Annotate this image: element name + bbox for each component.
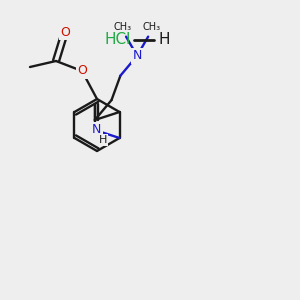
- Text: CH₃: CH₃: [114, 22, 132, 32]
- Text: CH₃: CH₃: [142, 22, 160, 32]
- Text: O: O: [77, 64, 87, 77]
- Text: O: O: [60, 26, 70, 38]
- Text: H: H: [99, 135, 107, 145]
- Text: N: N: [92, 124, 101, 136]
- Text: H: H: [158, 32, 170, 47]
- Text: HCl: HCl: [105, 32, 131, 47]
- Text: N: N: [132, 49, 142, 62]
